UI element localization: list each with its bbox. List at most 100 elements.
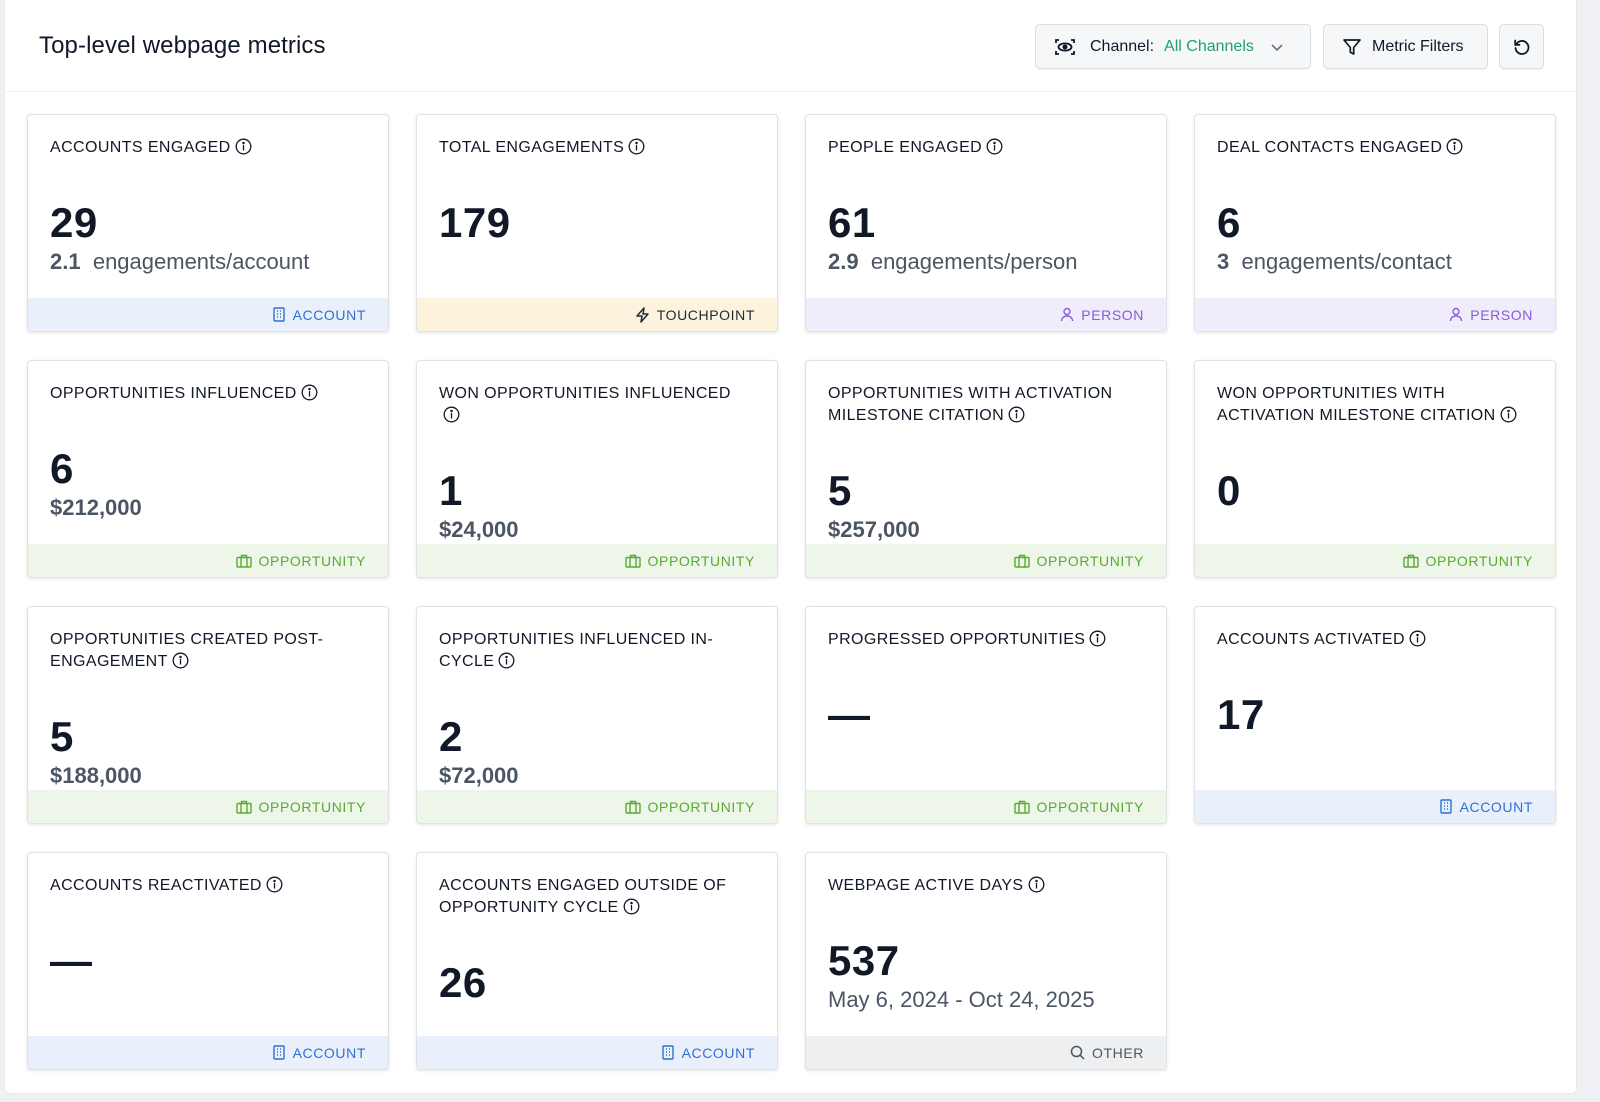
info-icon[interactable]: [1446, 138, 1463, 155]
metric-filters-button[interactable]: Metric Filters: [1323, 24, 1488, 69]
category-label: ACCOUNT: [1459, 798, 1533, 815]
person-icon: [1449, 307, 1470, 322]
category-label: PERSON: [1081, 306, 1144, 323]
card-value: —: [828, 691, 871, 738]
card-title-text: ACCOUNTS REACTIVATED: [50, 877, 262, 894]
category-label: OPPORTUNITY: [647, 552, 755, 569]
card-title-line2: MILESTONE CITATION: [828, 407, 1005, 424]
info-icon[interactable]: [172, 652, 189, 669]
category-label: ACCOUNT: [681, 1044, 755, 1061]
card-value: 179: [439, 199, 511, 246]
card-title: PROGRESSED OPPORTUNITIES: [828, 629, 1146, 651]
card-category-footer: ACCOUNT: [28, 1036, 388, 1069]
card-title: ACCOUNTS REACTIVATED: [50, 875, 368, 897]
category-label: OPPORTUNITY: [1036, 798, 1144, 815]
info-icon[interactable]: [628, 138, 645, 155]
info-icon[interactable]: [443, 406, 460, 423]
ratio-unit: engagements/person: [870, 249, 1078, 274]
metric-filters-label: Metric Filters: [1372, 37, 1464, 55]
lightning-icon: [635, 306, 657, 323]
info-icon[interactable]: [986, 138, 1003, 155]
card-title: TOTAL ENGAGEMENTS: [439, 137, 757, 159]
info-icon[interactable]: [235, 138, 252, 155]
info-icon[interactable]: [498, 652, 515, 669]
card-category-footer: OPPORTUNITY: [28, 790, 388, 823]
card-category-footer: PERSON: [1195, 298, 1555, 331]
category-label: OPPORTUNITY: [1425, 552, 1533, 569]
card-title-text: ACCOUNTS ENGAGED: [50, 139, 231, 156]
card-title: ACCOUNTS ENGAGED: [50, 137, 368, 159]
reset-button[interactable]: [1499, 24, 1544, 69]
card-value: 29: [50, 199, 98, 246]
card-category-footer: TOUCHPOINT: [417, 298, 777, 331]
card-ratio: 2.1 engagements/account: [50, 249, 309, 275]
card-category-footer: PERSON: [806, 298, 1166, 331]
metric-card: ACCOUNTS REACTIVATED — ACCOUNT: [27, 852, 389, 1070]
card-value: 0: [1217, 467, 1241, 514]
info-icon[interactable]: [266, 876, 283, 893]
person-icon: [1060, 307, 1081, 322]
briefcase-icon: [1013, 554, 1037, 568]
card-title-text: PROGRESSED OPPORTUNITIES: [828, 631, 1086, 648]
card-amount: $257,000: [828, 517, 920, 542]
category-label: OPPORTUNITY: [258, 798, 366, 815]
category-label: OTHER: [1092, 1044, 1144, 1061]
category-label: OPPORTUNITY: [1036, 552, 1144, 569]
metric-card: ACCOUNTS ENGAGED 29 2.1 engagements/accoun…: [27, 114, 389, 332]
card-title-text: DEAL CONTACTS ENGAGED: [1217, 139, 1443, 156]
briefcase-icon: [235, 554, 259, 568]
ratio-unit: engagements/account: [92, 249, 310, 274]
card-title-line2: OPPORTUNITY CYCLE: [439, 899, 619, 916]
card-value: 26: [439, 959, 487, 1006]
card-title-line1: OPPORTUNITIES WITH ACTIVATION: [828, 385, 1113, 402]
card-title: OPPORTUNITIES INFLUENCED IN- CYCLE: [439, 629, 757, 673]
building-icon: [272, 1045, 293, 1060]
metric-card: WEBPAGE ACTIVE DAYS 537 May 6, 2024 - Oct …: [805, 852, 1167, 1070]
card-title: PEOPLE ENGAGED: [828, 137, 1146, 159]
info-icon[interactable]: [1409, 630, 1426, 647]
briefcase-icon: [624, 554, 648, 568]
briefcase-icon: [624, 800, 648, 814]
card-category-footer: OPPORTUNITY: [806, 544, 1166, 577]
info-icon[interactable]: [1028, 876, 1045, 893]
metric-card: PEOPLE ENGAGED 61 2.9 engagements/person PE…: [805, 114, 1167, 332]
card-title: ACCOUNTS ENGAGED OUTSIDE OF OPPORTUNITY C…: [439, 875, 757, 919]
metric-card: TOTAL ENGAGEMENTS 179 TOUCHPOINT: [416, 114, 778, 332]
card-amount: $188,000: [50, 763, 142, 788]
briefcase-icon: [235, 800, 259, 814]
metric-card: WON OPPORTUNITIES INFLUENCED 1 $24,000 OPPO…: [416, 360, 778, 578]
card-category-footer: OPPORTUNITY: [417, 544, 777, 577]
category-label: OPPORTUNITY: [647, 798, 755, 815]
category-label: OPPORTUNITY: [258, 552, 366, 569]
card-date-range: May 6, 2024 - Oct 24, 2025: [828, 987, 1095, 1012]
card-value: 6: [50, 445, 74, 492]
card-value: 537: [828, 937, 900, 984]
card-title-text: PEOPLE ENGAGED: [828, 139, 983, 156]
card-title-line1: WON OPPORTUNITIES WITH: [1217, 385, 1446, 402]
channel-value: All Channels: [1164, 37, 1254, 55]
card-ratio: 3 engagements/contact: [1217, 249, 1452, 275]
panel-header: Top-level webpage metrics Channel: All C…: [5, 0, 1576, 92]
card-title-line2: ENGAGEMENT: [50, 653, 168, 670]
briefcase-icon: [1402, 554, 1426, 568]
card-value: 17: [1217, 691, 1265, 738]
info-icon[interactable]: [1008, 406, 1025, 423]
channel-icon: [1055, 38, 1075, 55]
filter-icon: [1343, 38, 1361, 55]
info-icon[interactable]: [301, 384, 318, 401]
card-value: —: [50, 937, 93, 984]
channel-dropdown[interactable]: Channel: All Channels: [1035, 24, 1311, 69]
metric-card: DEAL CONTACTS ENGAGED 6 3 engagements/cont…: [1194, 114, 1556, 332]
metric-card: ACCOUNTS ENGAGED OUTSIDE OF OPPORTUNITY C…: [416, 852, 778, 1070]
info-icon[interactable]: [1089, 630, 1106, 647]
card-ratio: 2.9 engagements/person: [828, 249, 1078, 275]
channel-label: Channel:: [1090, 37, 1155, 55]
card-title: WON OPPORTUNITIES INFLUENCED: [439, 383, 757, 427]
building-icon: [661, 1045, 682, 1060]
metric-card: ACCOUNTS ACTIVATED 17 ACCOUNT: [1194, 606, 1556, 824]
card-amount: $72,000: [439, 763, 519, 788]
info-icon[interactable]: [1500, 406, 1517, 423]
card-category-footer: ACCOUNT: [28, 298, 388, 331]
card-category-footer: OTHER: [806, 1036, 1166, 1069]
info-icon[interactable]: [623, 898, 640, 915]
